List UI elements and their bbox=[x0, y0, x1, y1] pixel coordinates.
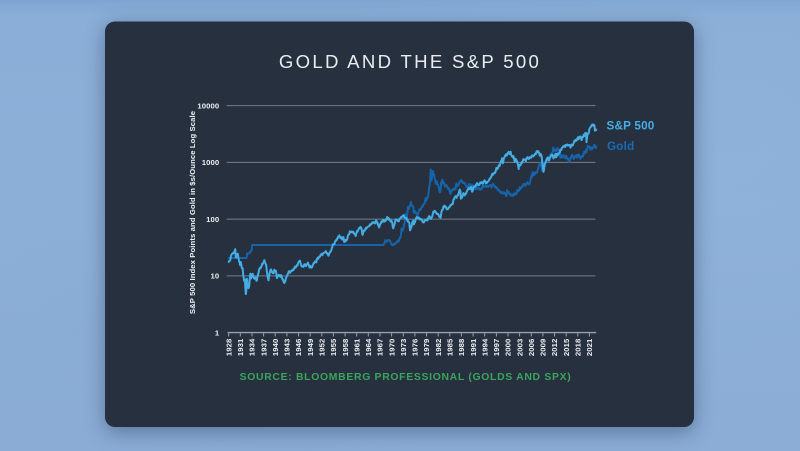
svg-text:1934: 1934 bbox=[248, 338, 257, 356]
svg-text:1946: 1946 bbox=[294, 339, 303, 357]
svg-text:1955: 1955 bbox=[329, 338, 338, 356]
svg-text:2018: 2018 bbox=[574, 338, 583, 356]
svg-text:1958: 1958 bbox=[341, 338, 350, 356]
svg-text:1961: 1961 bbox=[352, 338, 361, 356]
svg-text:1000: 1000 bbox=[202, 158, 220, 167]
svg-text:1967: 1967 bbox=[376, 339, 385, 357]
svg-text:1991: 1991 bbox=[469, 338, 478, 356]
svg-text:2021: 2021 bbox=[585, 338, 594, 356]
svg-text:1928: 1928 bbox=[224, 338, 233, 356]
svg-text:S&P 500: S&P 500 bbox=[607, 120, 655, 133]
svg-text:1940: 1940 bbox=[271, 339, 280, 357]
svg-text:1: 1 bbox=[215, 328, 220, 337]
svg-text:1949: 1949 bbox=[306, 339, 315, 357]
svg-text:1985: 1985 bbox=[446, 338, 455, 356]
svg-text:1964: 1964 bbox=[364, 338, 373, 356]
svg-text:2003: 2003 bbox=[515, 339, 524, 357]
svg-text:SOURCE: BLOOMBERG PROFESSIONAL: SOURCE: BLOOMBERG PROFESSIONAL (GOLDS AN… bbox=[240, 372, 572, 383]
svg-text:Gold: Gold bbox=[607, 140, 634, 153]
svg-text:1994: 1994 bbox=[480, 338, 489, 356]
svg-text:1988: 1988 bbox=[457, 338, 466, 356]
svg-text:1997: 1997 bbox=[492, 339, 501, 357]
svg-text:1982: 1982 bbox=[434, 339, 443, 357]
svg-text:GOLD AND THE S&P 500: GOLD AND THE S&P 500 bbox=[279, 51, 541, 72]
svg-text:1943: 1943 bbox=[283, 339, 292, 357]
svg-text:1970: 1970 bbox=[387, 339, 396, 357]
svg-text:S&P 500 Index Points and Gold: S&P 500 Index Points and Gold in $s/Ounc… bbox=[188, 110, 197, 314]
svg-text:2006: 2006 bbox=[527, 339, 536, 357]
svg-text:1931: 1931 bbox=[236, 338, 245, 356]
svg-text:2015: 2015 bbox=[562, 338, 571, 356]
svg-text:100: 100 bbox=[206, 215, 219, 224]
svg-text:10000: 10000 bbox=[197, 101, 219, 110]
svg-text:2009: 2009 bbox=[539, 339, 548, 357]
svg-text:1952: 1952 bbox=[318, 339, 327, 357]
svg-text:1976: 1976 bbox=[411, 339, 420, 357]
svg-text:1973: 1973 bbox=[399, 339, 408, 357]
svg-text:2000: 2000 bbox=[504, 339, 513, 357]
svg-text:1937: 1937 bbox=[259, 339, 268, 357]
svg-text:10: 10 bbox=[211, 272, 220, 281]
svg-text:2012: 2012 bbox=[550, 339, 559, 357]
svg-text:1979: 1979 bbox=[422, 339, 431, 357]
